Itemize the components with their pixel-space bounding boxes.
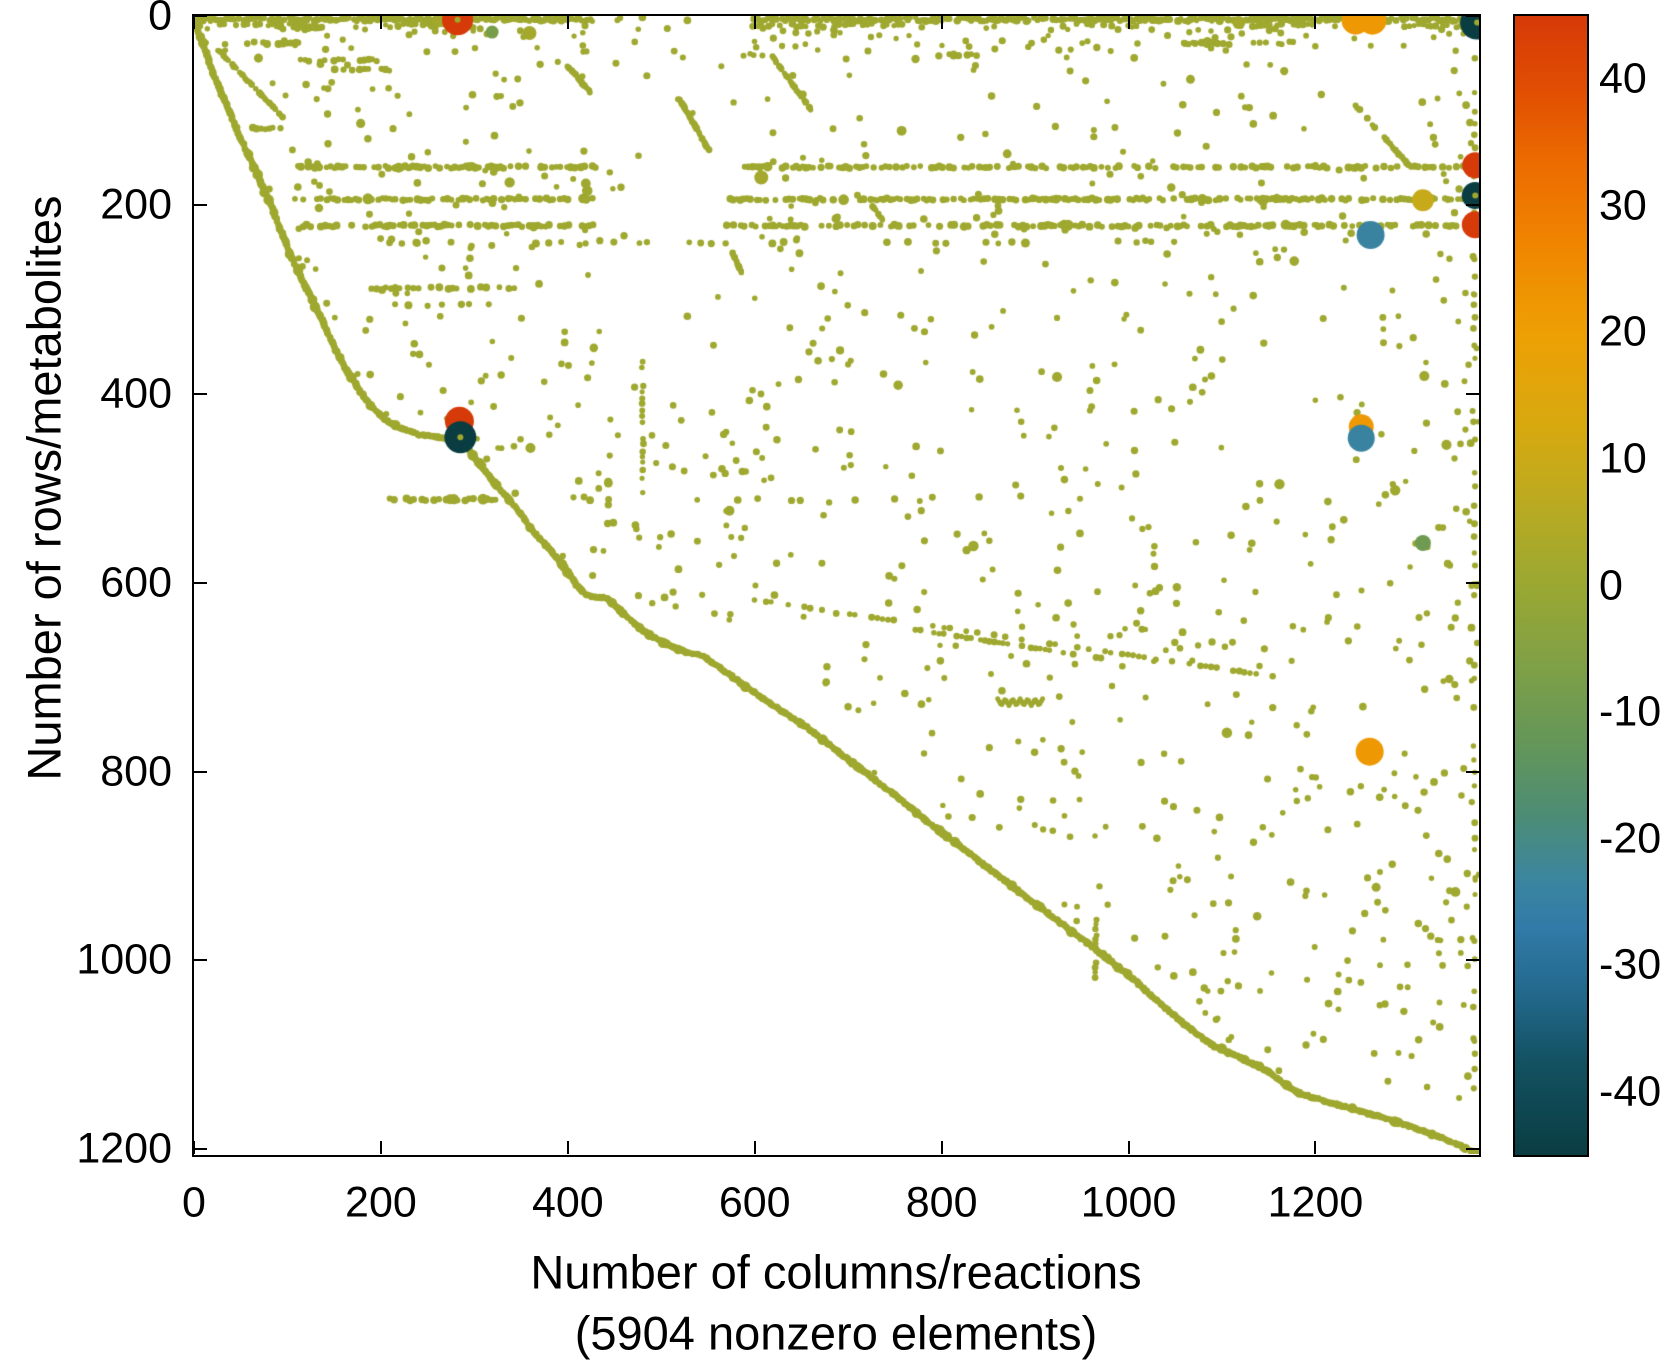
y-axis-tick [194, 392, 207, 395]
y-axis-tick-right [1466, 392, 1479, 395]
spy-plot-canvas [194, 16, 1479, 1154]
x-axis-tick-top [566, 16, 569, 29]
y-axis-tick-right [1466, 15, 1479, 17]
y-axis-tick [194, 581, 207, 584]
y-axis-tick-right [1466, 581, 1479, 584]
x-tick-label: 1200 [1267, 1178, 1364, 1227]
colorbar-tick-label: 10 [1599, 434, 1647, 483]
y-axis-tick [194, 1148, 207, 1151]
x-axis-tick-top [753, 16, 756, 29]
x-axis-tick [753, 1141, 756, 1154]
x-tick-label: 0 [182, 1178, 206, 1227]
x-axis-tick [566, 1141, 569, 1154]
y-axis-tick [194, 203, 207, 206]
x-tick-label: 800 [905, 1178, 978, 1227]
y-axis-tick-right [1466, 770, 1479, 773]
y-axis-tick [194, 959, 207, 962]
colorbar-tick-label: 40 [1599, 54, 1647, 103]
y-axis-tick [194, 15, 207, 17]
x-tick-label: 200 [345, 1178, 417, 1227]
x-axis-tick-top [193, 16, 195, 29]
y-tick-label: 400 [100, 369, 172, 418]
x-axis-sublabel: (5904 nonzero elements) [574, 1306, 1098, 1360]
x-axis-tick [379, 1141, 382, 1154]
y-tick-label: 1200 [76, 1124, 172, 1173]
y-tick-label: 800 [100, 747, 172, 796]
y-tick-label: 0 [148, 0, 172, 40]
y-tick-label: 600 [100, 558, 172, 607]
colorbar-tick-label: -20 [1599, 814, 1662, 863]
colorbar [1513, 14, 1589, 1157]
colorbar-tick-label: -10 [1599, 687, 1662, 736]
x-axis-tick [940, 1141, 943, 1154]
x-axis-tick-top [379, 16, 382, 29]
colorbar-tick-label: -30 [1599, 940, 1662, 989]
colorbar-gradient [1515, 16, 1587, 1155]
y-axis-tick-right [1466, 959, 1479, 962]
y-axis-label: Number of rows/metabolites [17, 195, 71, 781]
y-axis-tick-right [1466, 203, 1479, 206]
colorbar-tick-label: 30 [1599, 181, 1647, 230]
y-tick-label: 1000 [76, 935, 172, 984]
colorbar-tick-label: 0 [1599, 561, 1623, 609]
x-axis-label: Number of columns/reactions [530, 1245, 1142, 1299]
x-axis-tick [1127, 1141, 1130, 1154]
x-axis-tick [193, 1141, 195, 1154]
x-tick-label: 1000 [1080, 1178, 1177, 1227]
x-tick-label: 600 [718, 1178, 791, 1227]
x-axis-tick-top [1127, 16, 1130, 29]
y-axis-tick [194, 770, 207, 773]
colorbar-tick-label: -40 [1599, 1067, 1662, 1116]
x-tick-label: 400 [531, 1178, 604, 1227]
x-axis-tick-top [940, 16, 943, 29]
y-axis-tick-right [1466, 1148, 1479, 1151]
colorbar-tick-label: 20 [1599, 307, 1647, 356]
y-tick-label: 200 [100, 180, 172, 229]
x-axis-tick-top [1314, 16, 1317, 29]
x-axis-tick [1314, 1141, 1317, 1154]
